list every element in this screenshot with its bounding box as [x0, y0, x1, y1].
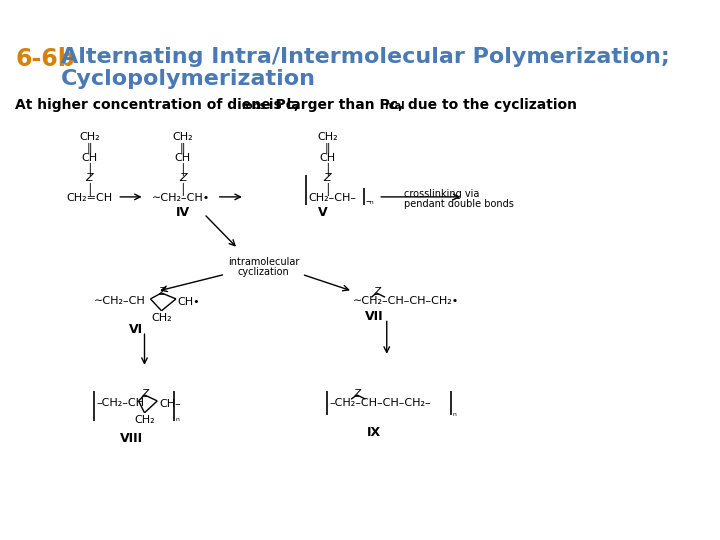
Text: Z: Z — [141, 389, 148, 399]
Text: CH₂=CH: CH₂=CH — [66, 193, 112, 204]
Text: V: V — [318, 206, 328, 219]
Text: CH–: CH– — [159, 399, 181, 409]
Text: Z: Z — [354, 389, 361, 399]
Text: │: │ — [86, 183, 93, 197]
Text: ‖: ‖ — [180, 143, 186, 153]
Text: Alternating Intra/Intermolecular Polymerization;: Alternating Intra/Intermolecular Polymer… — [61, 48, 670, 68]
Text: –ₙ: –ₙ — [366, 196, 374, 206]
Text: CH: CH — [81, 153, 97, 163]
Text: ∼CH₂–CH: ∼CH₂–CH — [94, 295, 145, 306]
Text: Z: Z — [179, 173, 186, 183]
Text: –CH₂–CH: –CH₂–CH — [96, 397, 144, 408]
Text: ∼CH₂–CH•: ∼CH₂–CH• — [152, 193, 210, 204]
Text: ∼CH₂–CH–CH–CH₂•: ∼CH₂–CH–CH–CH₂• — [353, 295, 459, 306]
Text: │: │ — [179, 163, 186, 176]
Text: VIII: VIII — [120, 431, 143, 444]
Text: │: │ — [179, 183, 186, 197]
Text: pendant double bonds: pendant double bonds — [404, 199, 513, 210]
Text: ‖: ‖ — [325, 143, 330, 153]
Text: CH₂: CH₂ — [134, 415, 155, 424]
Text: CH•: CH• — [178, 297, 200, 307]
Text: IX: IX — [367, 426, 381, 438]
Text: Z: Z — [158, 287, 165, 297]
Text: VII: VII — [365, 310, 383, 323]
Text: ₙ: ₙ — [176, 413, 180, 423]
Text: Z: Z — [323, 173, 331, 183]
Text: due to the cyclization: due to the cyclization — [403, 98, 577, 112]
Text: IV: IV — [176, 206, 190, 219]
Text: Z: Z — [86, 173, 93, 183]
Text: CH: CH — [319, 153, 336, 163]
Text: CH₂: CH₂ — [151, 313, 172, 322]
Text: VI: VI — [129, 323, 143, 336]
Text: CH: CH — [175, 153, 191, 163]
Text: rcal: rcal — [384, 101, 405, 111]
Text: ₙ: ₙ — [452, 408, 456, 418]
Text: CH₂: CH₂ — [317, 132, 338, 143]
Text: │: │ — [324, 183, 330, 197]
Text: crosslinking via: crosslinking via — [404, 189, 479, 199]
Text: │: │ — [324, 163, 330, 176]
Text: │: │ — [86, 163, 93, 176]
Text: CH₂–CH–: CH₂–CH– — [309, 193, 356, 204]
Text: ‖: ‖ — [86, 143, 92, 153]
Text: intramolecular: intramolecular — [228, 257, 300, 267]
Text: At higher concentration of diene Pc,: At higher concentration of diene Pc, — [15, 98, 300, 112]
Text: cyclization: cyclization — [238, 267, 289, 276]
Text: CH₂: CH₂ — [79, 132, 99, 143]
Text: –CH₂–CH–CH–CH₂–: –CH₂–CH–CH–CH₂– — [330, 397, 431, 408]
Text: Cyclopolymerization: Cyclopolymerization — [61, 69, 316, 89]
Text: CH₂: CH₂ — [173, 132, 193, 143]
Text: Z: Z — [373, 287, 380, 297]
Text: 6-6b: 6-6b — [15, 48, 75, 71]
Text: robs: robs — [241, 101, 266, 111]
Text: is larger than Pc,: is larger than Pc, — [264, 98, 402, 112]
